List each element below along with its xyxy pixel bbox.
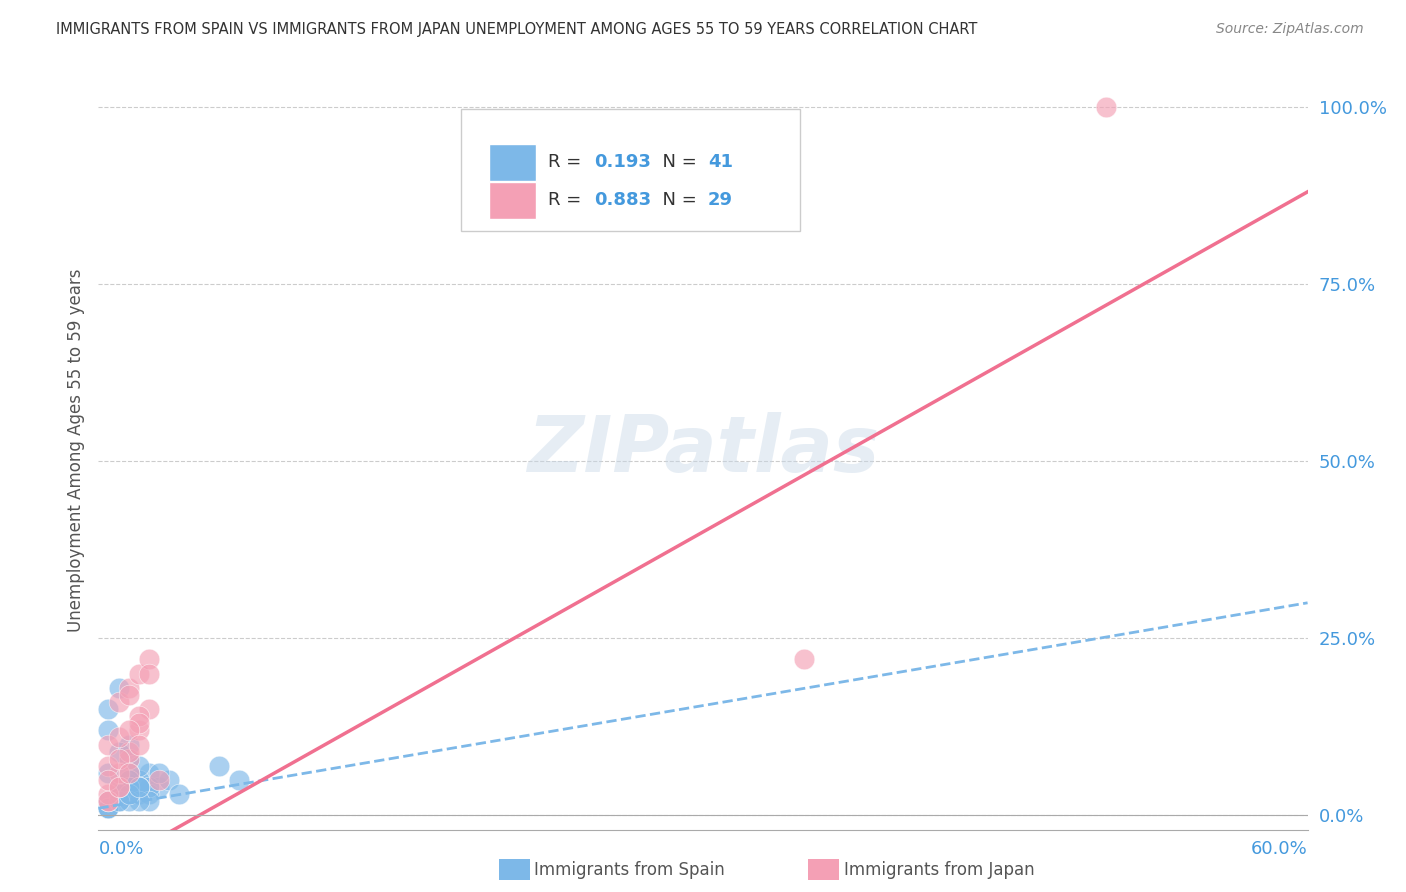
Text: IMMIGRANTS FROM SPAIN VS IMMIGRANTS FROM JAPAN UNEMPLOYMENT AMONG AGES 55 TO 59 : IMMIGRANTS FROM SPAIN VS IMMIGRANTS FROM… bbox=[56, 22, 977, 37]
Point bbox=[107, 745, 129, 759]
Point bbox=[118, 688, 141, 702]
Point bbox=[107, 794, 129, 808]
Point bbox=[118, 780, 141, 794]
Point bbox=[128, 780, 150, 794]
Point bbox=[1095, 100, 1118, 114]
Point bbox=[97, 801, 120, 815]
Point bbox=[138, 666, 160, 681]
Point bbox=[128, 780, 150, 794]
Text: ZIPatlas: ZIPatlas bbox=[527, 412, 879, 489]
Text: 29: 29 bbox=[707, 191, 733, 210]
Point bbox=[107, 765, 129, 780]
Point bbox=[107, 787, 129, 801]
Point bbox=[138, 765, 160, 780]
Point bbox=[118, 752, 141, 766]
Y-axis label: Unemployment Among Ages 55 to 59 years: Unemployment Among Ages 55 to 59 years bbox=[66, 268, 84, 632]
Point bbox=[107, 780, 129, 794]
Point bbox=[97, 801, 120, 815]
Point bbox=[107, 780, 129, 794]
Point bbox=[157, 772, 180, 787]
Point bbox=[128, 794, 150, 808]
Point bbox=[97, 794, 120, 808]
Point bbox=[148, 772, 170, 787]
Point bbox=[97, 801, 120, 815]
FancyBboxPatch shape bbox=[489, 182, 536, 219]
Point bbox=[118, 794, 141, 808]
Point bbox=[97, 794, 120, 808]
Point bbox=[128, 666, 150, 681]
Point bbox=[107, 752, 129, 766]
Point bbox=[97, 787, 120, 801]
Point bbox=[97, 738, 120, 752]
Text: 41: 41 bbox=[707, 153, 733, 171]
Point bbox=[107, 731, 129, 745]
Text: Source: ZipAtlas.com: Source: ZipAtlas.com bbox=[1216, 22, 1364, 37]
Point bbox=[107, 787, 129, 801]
Point bbox=[118, 723, 141, 738]
Point bbox=[118, 765, 141, 780]
Point bbox=[128, 709, 150, 723]
Point bbox=[97, 765, 120, 780]
Text: 0.193: 0.193 bbox=[595, 153, 651, 171]
Point bbox=[128, 738, 150, 752]
FancyBboxPatch shape bbox=[489, 144, 536, 181]
Point bbox=[97, 723, 120, 738]
Point bbox=[138, 794, 160, 808]
Text: N =: N = bbox=[651, 191, 703, 210]
Point bbox=[107, 695, 129, 709]
Text: R =: R = bbox=[548, 153, 588, 171]
Text: 60.0%: 60.0% bbox=[1251, 840, 1308, 858]
FancyBboxPatch shape bbox=[461, 109, 800, 230]
Point bbox=[138, 780, 160, 794]
Point bbox=[128, 787, 150, 801]
Point bbox=[118, 787, 141, 801]
Point bbox=[148, 765, 170, 780]
Text: 0.0%: 0.0% bbox=[98, 840, 143, 858]
Point bbox=[138, 702, 160, 716]
Text: Immigrants from Spain: Immigrants from Spain bbox=[534, 861, 725, 879]
Point bbox=[97, 794, 120, 808]
Text: R =: R = bbox=[548, 191, 588, 210]
Point bbox=[138, 787, 160, 801]
Point bbox=[128, 759, 150, 773]
Point bbox=[118, 772, 141, 787]
Point bbox=[167, 787, 190, 801]
Point bbox=[97, 759, 120, 773]
Text: 0.883: 0.883 bbox=[595, 191, 651, 210]
Text: N =: N = bbox=[651, 153, 703, 171]
Point bbox=[107, 787, 129, 801]
Point bbox=[118, 745, 141, 759]
Point bbox=[208, 759, 231, 773]
Point bbox=[107, 780, 129, 794]
Point bbox=[97, 702, 120, 716]
Point bbox=[128, 716, 150, 731]
Point bbox=[148, 780, 170, 794]
Point bbox=[97, 772, 120, 787]
Point bbox=[118, 681, 141, 695]
Point bbox=[107, 681, 129, 695]
Text: Immigrants from Japan: Immigrants from Japan bbox=[844, 861, 1035, 879]
Point bbox=[128, 780, 150, 794]
Point bbox=[128, 723, 150, 738]
Point bbox=[118, 752, 141, 766]
Point bbox=[97, 794, 120, 808]
Point bbox=[118, 738, 141, 752]
Point bbox=[228, 772, 250, 787]
Point bbox=[118, 765, 141, 780]
Point bbox=[793, 652, 815, 666]
Point bbox=[138, 652, 160, 666]
Point bbox=[107, 794, 129, 808]
Point bbox=[128, 772, 150, 787]
Point bbox=[118, 772, 141, 787]
